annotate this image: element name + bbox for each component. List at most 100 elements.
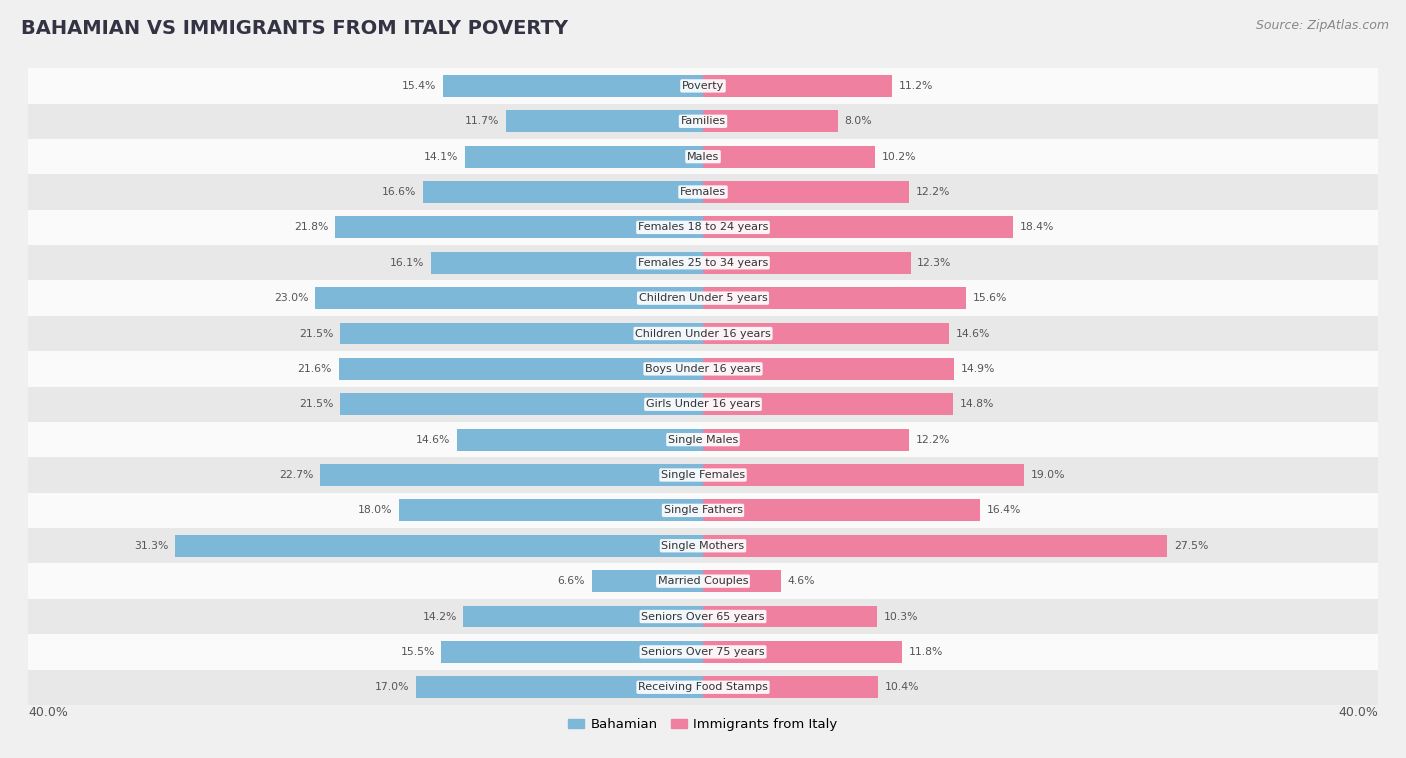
Text: Seniors Over 65 years: Seniors Over 65 years <box>641 612 765 622</box>
Text: 18.4%: 18.4% <box>1021 222 1054 233</box>
Bar <box>28 563 1378 599</box>
Bar <box>703 393 953 415</box>
Bar <box>28 104 1378 139</box>
Text: 14.6%: 14.6% <box>956 328 990 339</box>
Text: Children Under 5 years: Children Under 5 years <box>638 293 768 303</box>
Bar <box>28 528 1378 563</box>
Text: 15.5%: 15.5% <box>401 647 434 657</box>
Bar <box>28 68 1378 104</box>
Bar <box>340 393 703 415</box>
Text: 8.0%: 8.0% <box>845 116 872 127</box>
Bar <box>399 500 703 522</box>
Text: Families: Families <box>681 116 725 127</box>
Bar <box>321 464 703 486</box>
Bar <box>28 669 1378 705</box>
Text: Children Under 16 years: Children Under 16 years <box>636 328 770 339</box>
Bar <box>28 139 1378 174</box>
Text: Females 18 to 24 years: Females 18 to 24 years <box>638 222 768 233</box>
Bar <box>28 245 1378 280</box>
Text: 21.5%: 21.5% <box>299 328 333 339</box>
Bar <box>28 634 1378 669</box>
Text: 11.8%: 11.8% <box>908 647 943 657</box>
Text: 10.3%: 10.3% <box>883 612 918 622</box>
Bar <box>703 464 1024 486</box>
Text: 18.0%: 18.0% <box>359 506 392 515</box>
Bar <box>703 500 980 522</box>
Text: 11.7%: 11.7% <box>464 116 499 127</box>
Text: 40.0%: 40.0% <box>28 706 67 719</box>
Bar <box>703 287 966 309</box>
Bar <box>432 252 703 274</box>
Text: 27.5%: 27.5% <box>1174 540 1208 551</box>
Bar <box>703 676 879 698</box>
Bar <box>28 457 1378 493</box>
Bar <box>28 387 1378 422</box>
Bar <box>441 641 703 662</box>
Text: Females: Females <box>681 187 725 197</box>
Legend: Bahamian, Immigrants from Italy: Bahamian, Immigrants from Italy <box>562 713 844 737</box>
Bar <box>703 217 1014 238</box>
Text: 16.1%: 16.1% <box>391 258 425 268</box>
Bar <box>416 676 703 698</box>
Bar <box>465 146 703 168</box>
Text: 17.0%: 17.0% <box>375 682 409 692</box>
Bar <box>174 535 703 556</box>
Text: 10.2%: 10.2% <box>882 152 917 161</box>
Bar <box>703 535 1167 556</box>
Bar <box>703 323 949 344</box>
Bar <box>457 429 703 450</box>
Bar <box>464 606 703 628</box>
Text: 40.0%: 40.0% <box>1339 706 1378 719</box>
Text: 16.6%: 16.6% <box>382 187 416 197</box>
Text: 21.8%: 21.8% <box>294 222 329 233</box>
Bar <box>28 316 1378 351</box>
Bar <box>28 174 1378 210</box>
Text: 11.2%: 11.2% <box>898 81 934 91</box>
Text: Females 25 to 34 years: Females 25 to 34 years <box>638 258 768 268</box>
Text: 22.7%: 22.7% <box>278 470 314 480</box>
Bar <box>28 422 1378 457</box>
Bar <box>703 75 891 97</box>
Bar <box>703 111 838 132</box>
Bar <box>28 493 1378 528</box>
Text: Single Females: Single Females <box>661 470 745 480</box>
Text: BAHAMIAN VS IMMIGRANTS FROM ITALY POVERTY: BAHAMIAN VS IMMIGRANTS FROM ITALY POVERT… <box>21 19 568 38</box>
Text: 14.9%: 14.9% <box>962 364 995 374</box>
Bar <box>423 181 703 203</box>
Bar <box>28 351 1378 387</box>
Bar <box>28 280 1378 316</box>
Bar <box>339 358 703 380</box>
Text: Poverty: Poverty <box>682 81 724 91</box>
Bar <box>443 75 703 97</box>
Text: 12.2%: 12.2% <box>915 434 950 445</box>
Text: Source: ZipAtlas.com: Source: ZipAtlas.com <box>1256 19 1389 32</box>
Text: 12.2%: 12.2% <box>915 187 950 197</box>
Text: Married Couples: Married Couples <box>658 576 748 586</box>
Bar <box>703 641 903 662</box>
Text: Males: Males <box>688 152 718 161</box>
Text: 21.6%: 21.6% <box>298 364 332 374</box>
Text: 6.6%: 6.6% <box>557 576 585 586</box>
Bar <box>28 599 1378 634</box>
Text: 15.4%: 15.4% <box>402 81 436 91</box>
Bar <box>28 210 1378 245</box>
Bar <box>703 252 911 274</box>
Bar <box>506 111 703 132</box>
Bar <box>703 429 908 450</box>
Text: 31.3%: 31.3% <box>134 540 169 551</box>
Bar <box>703 181 908 203</box>
Bar <box>703 570 780 592</box>
Text: Girls Under 16 years: Girls Under 16 years <box>645 399 761 409</box>
Text: Boys Under 16 years: Boys Under 16 years <box>645 364 761 374</box>
Text: 21.5%: 21.5% <box>299 399 333 409</box>
Bar <box>703 606 877 628</box>
Text: 14.8%: 14.8% <box>959 399 994 409</box>
Text: 23.0%: 23.0% <box>274 293 308 303</box>
Bar <box>592 570 703 592</box>
Text: Single Mothers: Single Mothers <box>661 540 745 551</box>
Text: Receiving Food Stamps: Receiving Food Stamps <box>638 682 768 692</box>
Text: 14.6%: 14.6% <box>416 434 450 445</box>
Text: Single Males: Single Males <box>668 434 738 445</box>
Text: 16.4%: 16.4% <box>987 506 1021 515</box>
Text: Seniors Over 75 years: Seniors Over 75 years <box>641 647 765 657</box>
